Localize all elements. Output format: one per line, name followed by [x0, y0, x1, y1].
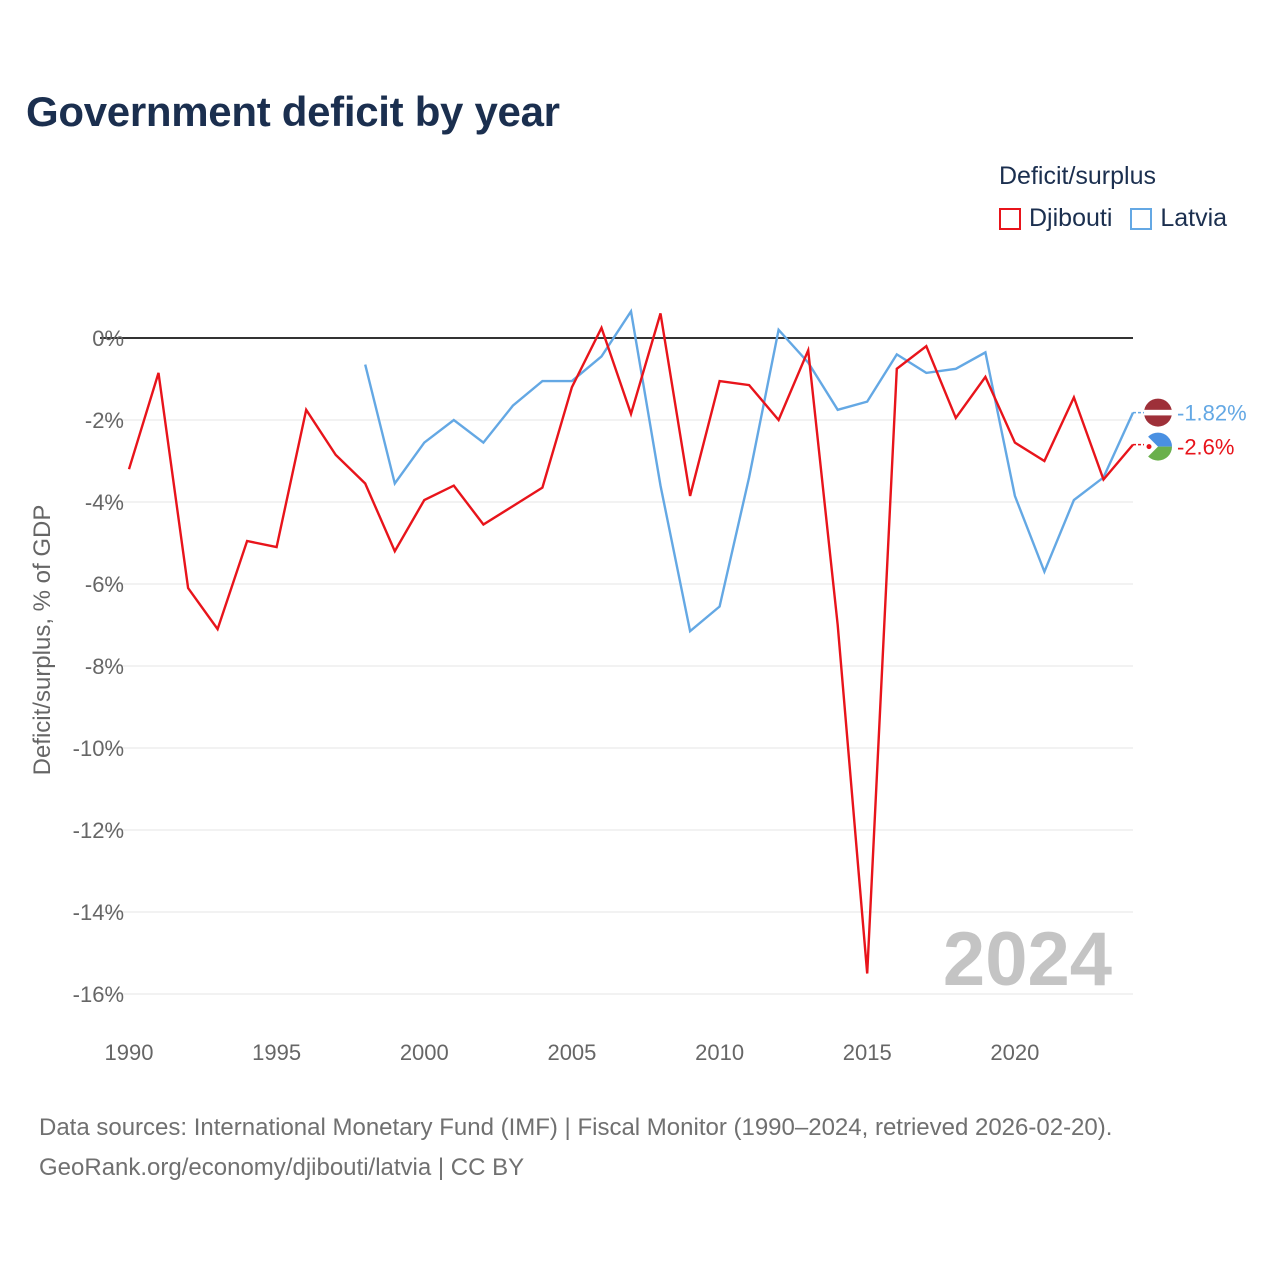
djibouti-flag-marker	[1144, 432, 1172, 461]
x-tick-label: 1995	[252, 1040, 301, 1065]
x-tick-label: 2015	[843, 1040, 892, 1065]
legend-item-djibouti[interactable]: Djibouti	[999, 204, 1112, 233]
source-line-2[interactable]: GeoRank.org/economy/djibouti/latvia | CC…	[39, 1154, 525, 1181]
year-stamp: 2024	[943, 917, 1112, 1002]
x-tick-label: 1990	[105, 1040, 154, 1065]
y-tick-label: -6%	[85, 572, 124, 597]
y-tick-label: 0%	[92, 326, 124, 351]
y-axis-ticks: 0% -2% -4% -6% -8% -10% -12% -14% -16%	[73, 326, 124, 1007]
legend-label-latvia: Latvia	[1160, 204, 1228, 232]
y-tick-label: -12%	[73, 818, 124, 843]
grid-lines	[100, 419, 1133, 995]
end-markers: -1.82% -2.6%	[1133, 398, 1247, 461]
x-tick-label: 2005	[547, 1040, 596, 1065]
y-tick-label: -10%	[73, 736, 124, 761]
source-note: Data sources: International Monetary Fun…	[39, 1108, 1112, 1188]
y-tick-label: -2%	[85, 408, 124, 433]
end-label-djibouti: -2.6%	[1177, 435, 1234, 460]
series-line-djibouti[interactable]	[127, 313, 1134, 974]
latvia-flag-marker	[1144, 398, 1172, 427]
end-label-latvia: -1.82%	[1177, 401, 1247, 426]
x-tick-label: 2020	[990, 1040, 1039, 1065]
y-axis-label: Deficit/surplus, % of GDP	[29, 505, 56, 776]
y-tick-label: -4%	[85, 490, 124, 515]
legend: Djibouti Latvia	[999, 204, 1245, 233]
legend-swatch-djibouti	[999, 207, 1021, 230]
chart-title: Government deficit by year	[26, 88, 560, 135]
y-tick-label: -16%	[73, 982, 124, 1007]
y-tick-label: -14%	[73, 900, 124, 925]
legend-label-djibouti: Djibouti	[1029, 204, 1113, 232]
line-chart: 0% -2% -4% -6% -8% -10% -12% -14% -16% 1990 1995 2…	[29, 308, 1247, 1065]
legend-item-latvia[interactable]: Latvia	[1130, 204, 1227, 233]
legend-swatch-latvia	[1130, 207, 1153, 230]
x-tick-label: 2000	[400, 1040, 449, 1065]
series-lines	[127, 308, 1135, 974]
x-tick-label: 2010	[695, 1040, 744, 1065]
legend-title: Deficit/surplus	[999, 162, 1156, 190]
source-line-1: Data sources: International Monetary Fun…	[39, 1114, 1113, 1141]
y-tick-label: -8%	[85, 654, 124, 679]
x-axis-ticks: 1990 1995 2000 2005 2010 2015 2020	[105, 1040, 1040, 1065]
series-line-latvia[interactable]	[364, 308, 1135, 634]
